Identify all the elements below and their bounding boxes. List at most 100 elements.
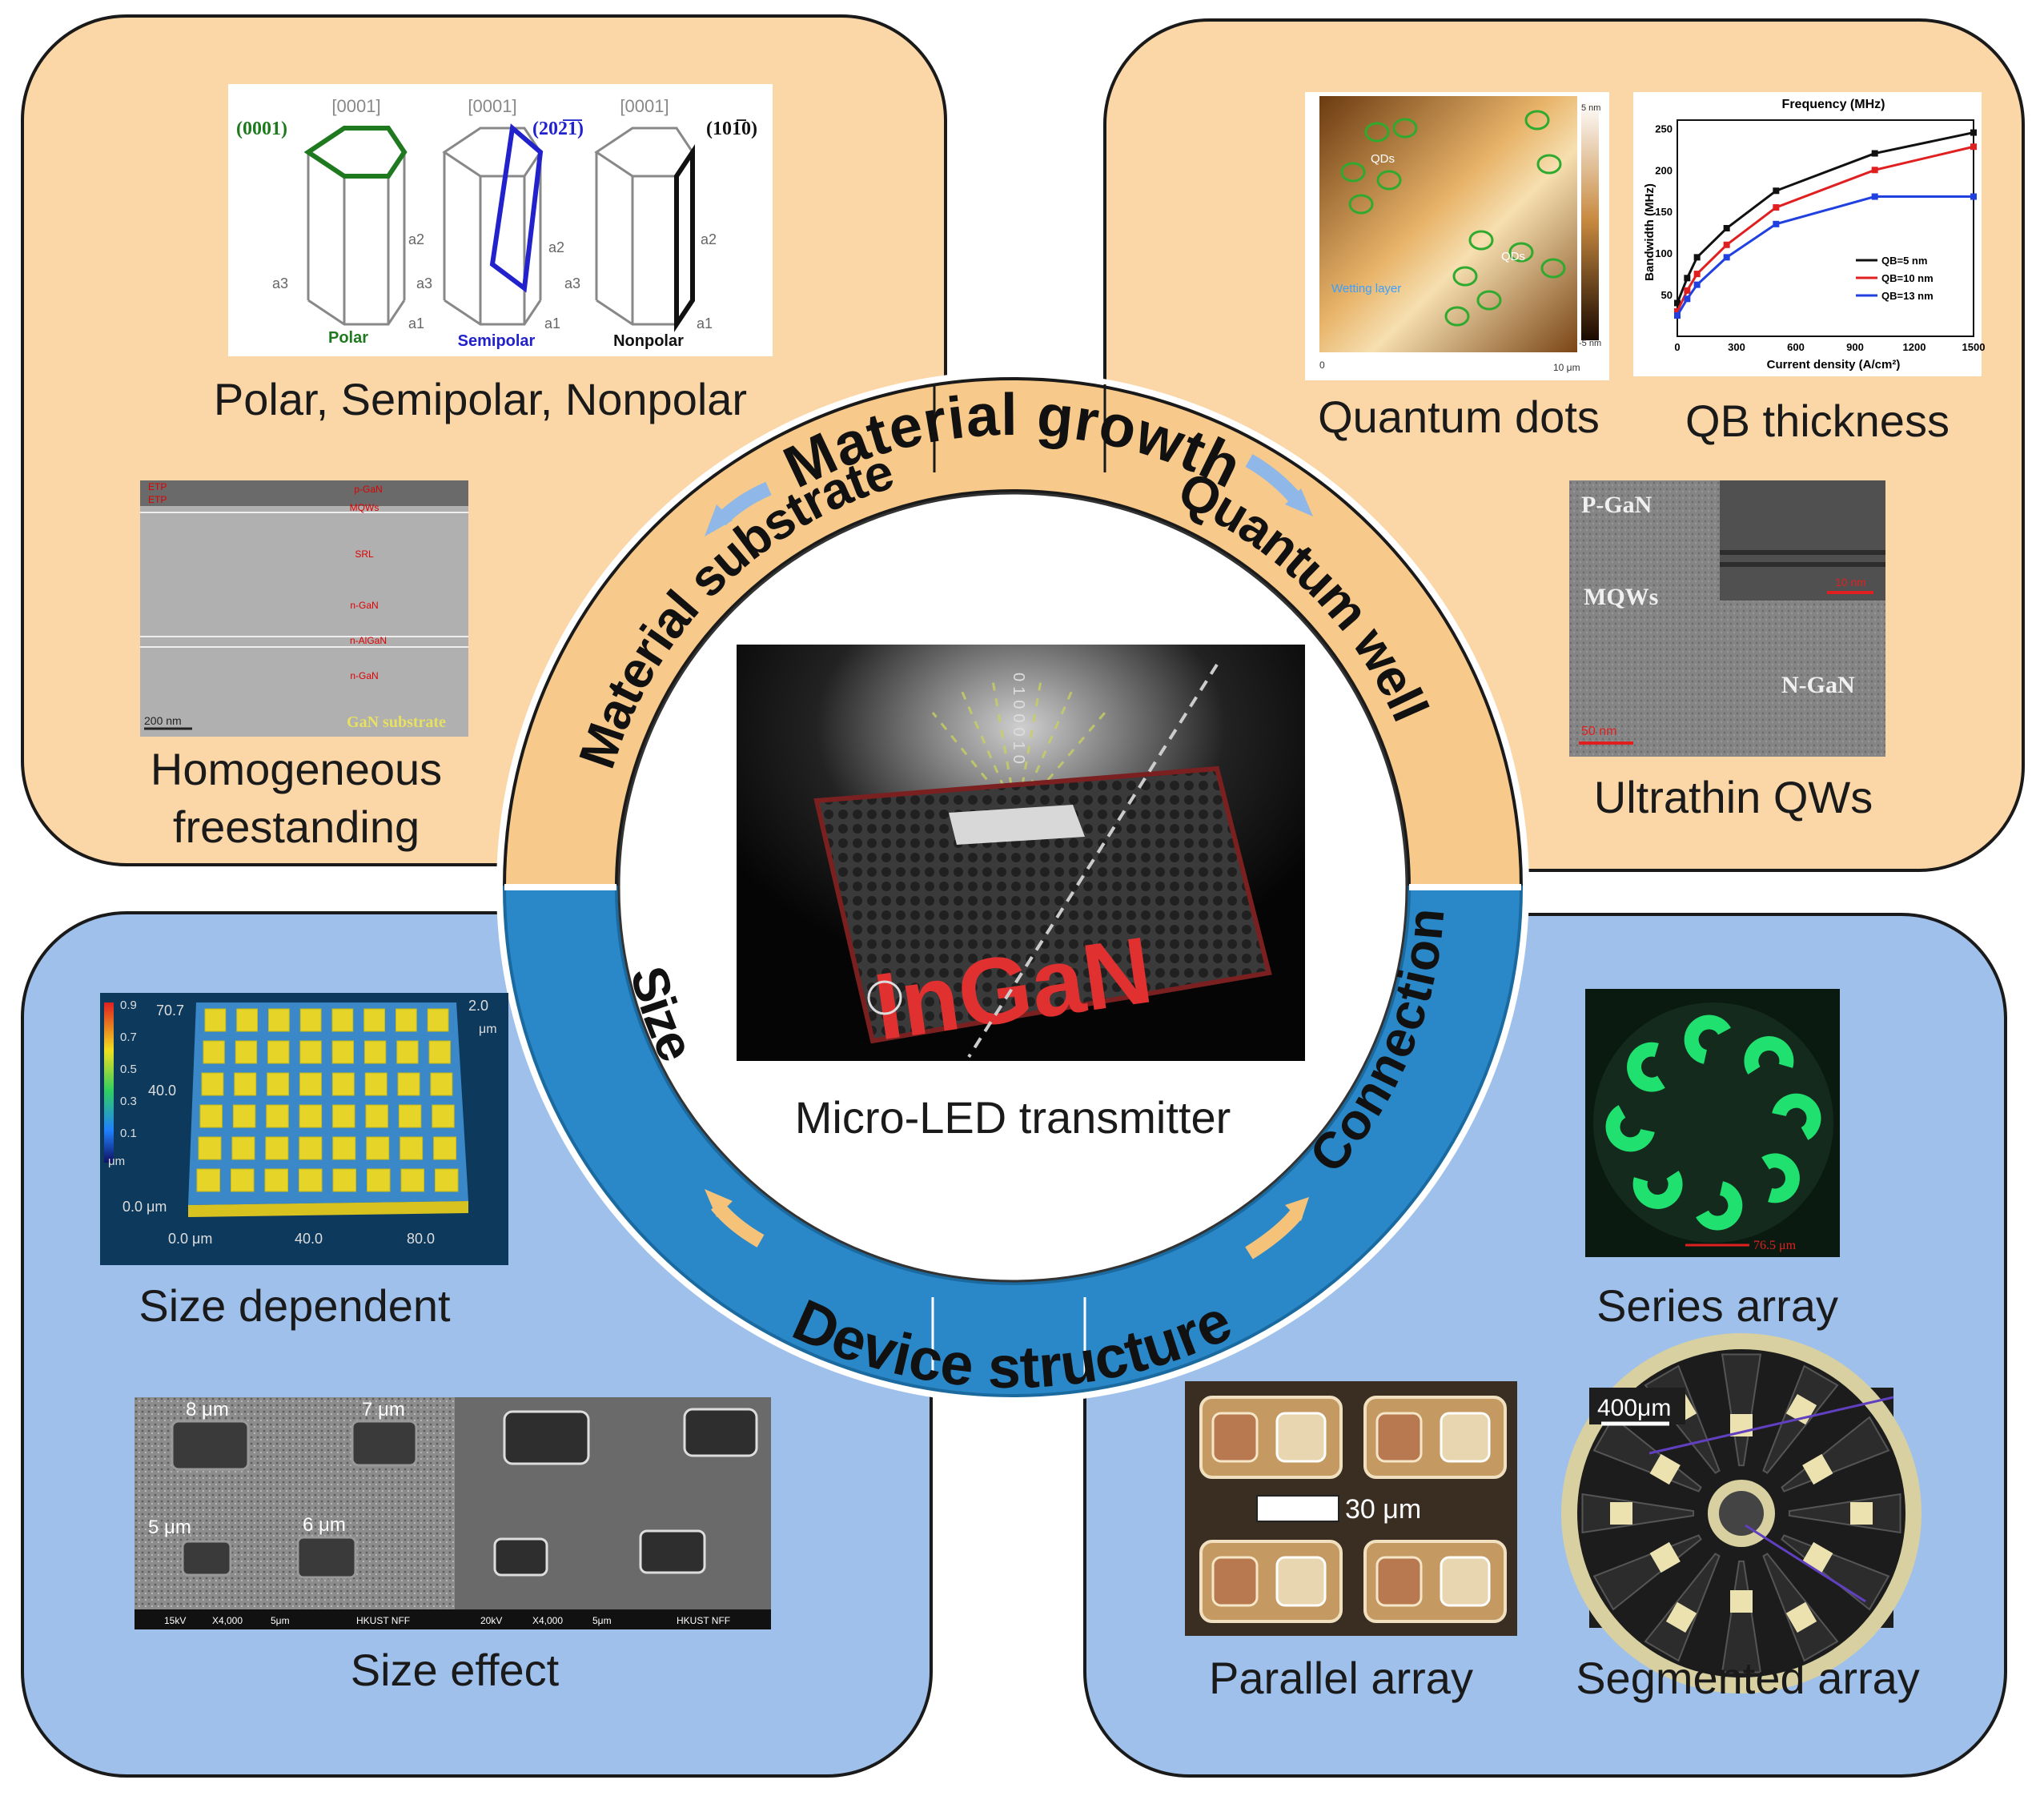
qb-point [1684, 295, 1691, 303]
tem-layer-ngan-2: n-GaN [350, 670, 378, 681]
homogeneous-tem-image: ETP ETP p-GaN MQWs SRL n-GaN n-AlGaN n-G… [140, 480, 468, 737]
arrow-right-lower [1245, 1197, 1309, 1260]
qb-point [1871, 150, 1878, 157]
tem-layer-pgan: p-GaN [354, 484, 382, 495]
series-emitter [1605, 1105, 1655, 1152]
size-pixel [267, 1072, 290, 1096]
qb-chart-title: Frequency (MHz) [1782, 98, 1885, 111]
sem-footer-left-scale: 5μm [271, 1615, 290, 1626]
qb-xtick: 600 [1787, 341, 1805, 353]
axis-a3-polar: a3 [272, 275, 288, 291]
plane-index-polar: (0001) [236, 119, 287, 139]
series-emitter [1744, 1036, 1794, 1075]
size-pixel [196, 1168, 220, 1192]
segment-pad [1730, 1590, 1753, 1613]
qb-point [1723, 225, 1730, 231]
y-tick-bottom: 0.0 μm [122, 1199, 167, 1215]
qb-xtick: 1200 [1903, 341, 1926, 353]
afm-scale-top: 5 nm [1581, 103, 1600, 113]
afm-x0: 0 [1319, 360, 1325, 371]
tem-side-label-2: ETP [148, 494, 167, 505]
size-pixel [265, 1136, 289, 1160]
qb-chart: Frequency (MHz) 0 300 600 900 1200 1500 50 100 1… [1633, 92, 1985, 376]
size-pixel [331, 1008, 354, 1032]
polar-crystal-figure: [0001] [0001] [0001] (0001) (202̅1̅) (10… [228, 84, 773, 356]
series-emitter [1761, 1153, 1800, 1203]
qb-xtick: 0 [1674, 341, 1680, 353]
parallel-array-image: 30 μm [1185, 1381, 1517, 1636]
parallel-pad [1211, 1412, 1259, 1463]
qb-point [1773, 187, 1780, 195]
polar-plane [303, 126, 408, 179]
ultrathin-scale: 50 nm [1581, 725, 1616, 738]
size-pixel [332, 1136, 356, 1160]
segment-pad [1610, 1502, 1632, 1525]
qb-point [1871, 167, 1878, 174]
qb-ytick: 200 [1655, 164, 1673, 176]
series-emitter [1772, 1093, 1821, 1140]
size-pixel [267, 1040, 290, 1064]
size-pixel [203, 1040, 225, 1064]
series-emitter [1632, 1171, 1683, 1209]
size-pixel [299, 1040, 322, 1064]
parallel-scale: 30 μm [1345, 1494, 1421, 1525]
size-pixel [433, 1136, 457, 1160]
axis-a3-semipolar: a3 [416, 275, 432, 291]
ring-bottom-half [502, 886, 1524, 1397]
qb-legend-label: QB=13 nm [1881, 290, 1934, 302]
qb-xtick: 900 [1846, 341, 1864, 353]
series-array-image: 76.5 μm [1585, 989, 1840, 1257]
qb-point [1674, 299, 1681, 307]
qb-xtick: 300 [1728, 341, 1745, 353]
size-pixel [198, 1136, 222, 1160]
plane-index-nonpolar: (101̅0) [706, 119, 757, 139]
caption-series: Series array [1596, 1280, 1838, 1331]
micro-led-illustration: 0100010 InGaN [737, 645, 1305, 1061]
size-pixel [331, 1040, 355, 1064]
sem-footer-left-kv: 15kV [164, 1615, 186, 1626]
size-pixel [432, 1104, 455, 1128]
size-pixel [427, 1008, 449, 1032]
label-polar: Polar [328, 329, 368, 347]
sem-footer-left-mag: X4,000 [212, 1615, 243, 1626]
axis-a2-semipolar: a2 [548, 239, 564, 255]
series-emitter [1684, 1015, 1731, 1064]
afm-x1: 10 μm [1553, 362, 1580, 373]
segment-pad [1665, 1601, 1697, 1633]
size-pixel [397, 1072, 420, 1096]
caption-size-effect: Size effect [351, 1645, 560, 1695]
caption-polar: Polar, Semipolar, Nonpolar [214, 374, 747, 424]
size-pixel [201, 1072, 224, 1096]
size-pixel [365, 1104, 388, 1128]
parallel-pad [1275, 1556, 1327, 1607]
y-tick-top: 70.7 [156, 1002, 184, 1019]
size-pixel [364, 1072, 388, 1096]
size-pixel [332, 1104, 355, 1128]
qb-point [1773, 204, 1780, 211]
size-pixel [235, 1040, 258, 1064]
size-pixel [331, 1072, 355, 1096]
segment-wedge [1721, 1560, 1762, 1673]
qb-point [1674, 307, 1681, 315]
sem-footer-left-lab: HKUST NFF [356, 1615, 410, 1626]
size-pixel [398, 1104, 422, 1128]
size-pixel [332, 1168, 356, 1192]
sem-label-8um: 8 μm [186, 1399, 229, 1420]
axis-a3-nonpolar: a3 [564, 275, 580, 291]
qb-point [1970, 129, 1977, 136]
afm-qd-label-1: QDs [1371, 152, 1395, 166]
tem-scale: 200 nm [144, 714, 182, 727]
sem-label-7um: 7 μm [362, 1399, 405, 1420]
caption-homogeneous-1: Homogeneous [151, 744, 442, 794]
qb-legend-label: QB=5 nm [1881, 255, 1927, 267]
qb-point [1693, 281, 1701, 288]
qb-point [1773, 220, 1780, 227]
center-title: Micro-LED transmitter [795, 1092, 1231, 1143]
size-pixel [231, 1168, 255, 1192]
series-emitter [1696, 1181, 1743, 1231]
size-pixel [236, 1008, 258, 1032]
cbar-tick-1: 0.9 [120, 998, 137, 1012]
size-pixel [400, 1168, 424, 1192]
ultrathin-label-ngan: N-GaN [1781, 672, 1855, 698]
